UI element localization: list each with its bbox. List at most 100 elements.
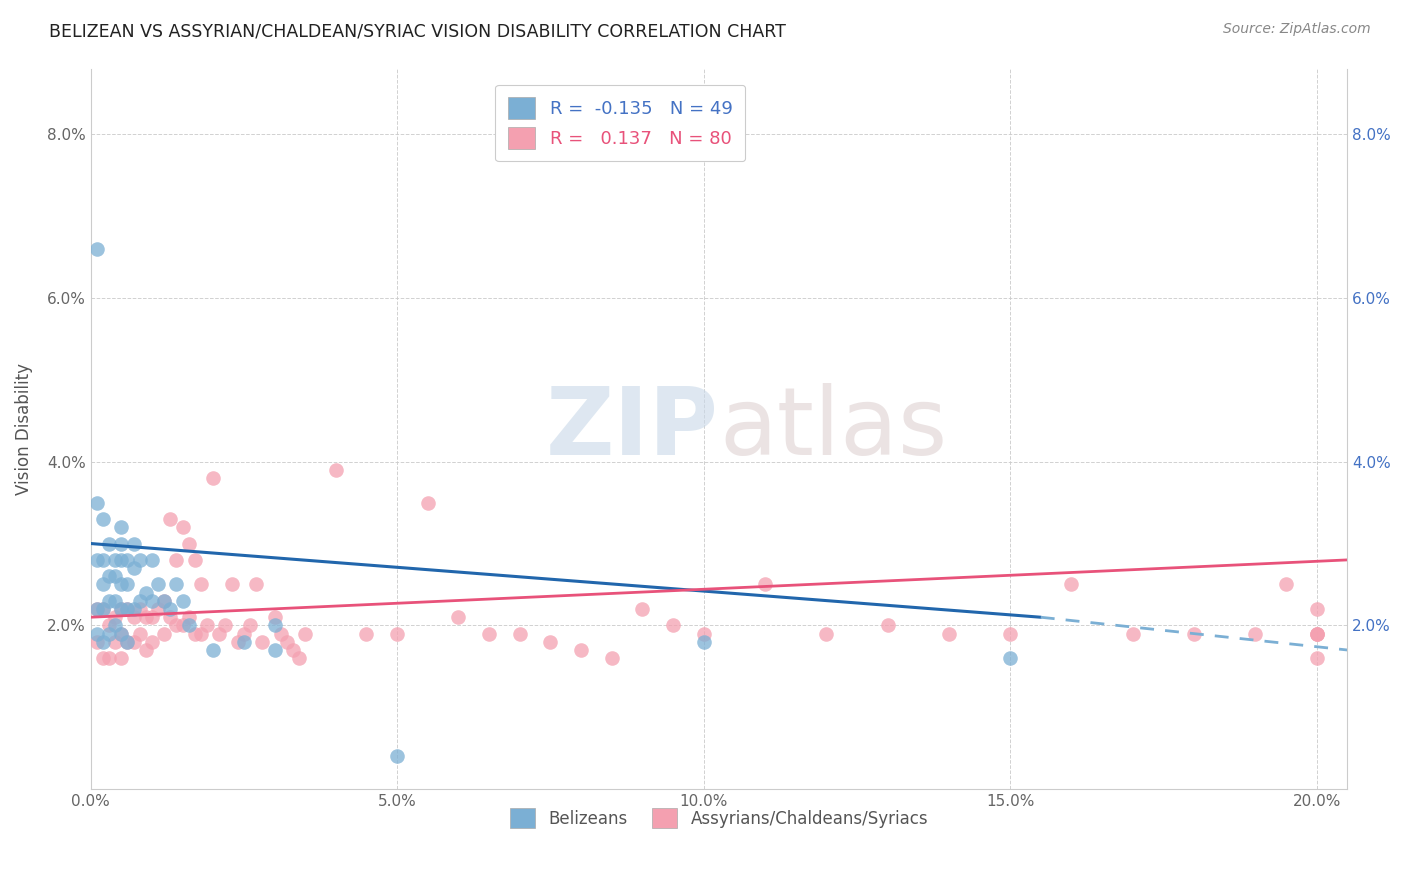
Point — [1275, 577, 1298, 591]
Point — [146, 602, 169, 616]
Point — [270, 626, 292, 640]
Point — [98, 626, 121, 640]
Point — [141, 610, 163, 624]
Point — [232, 635, 254, 649]
Point — [117, 553, 139, 567]
Point — [538, 635, 561, 649]
Point — [117, 635, 139, 649]
Point — [1305, 651, 1327, 665]
Point — [447, 610, 470, 624]
Point — [252, 635, 274, 649]
Point — [263, 643, 285, 657]
Point — [135, 643, 157, 657]
Point — [104, 610, 127, 624]
Point — [91, 602, 114, 616]
Point — [172, 520, 194, 534]
Point — [165, 553, 187, 567]
Point — [159, 512, 181, 526]
Point — [998, 651, 1021, 665]
Point — [177, 536, 200, 550]
Point — [1244, 626, 1267, 640]
Point — [98, 536, 121, 550]
Point — [232, 626, 254, 640]
Point — [1182, 626, 1205, 640]
Point — [128, 602, 150, 616]
Point — [110, 602, 132, 616]
Point — [153, 594, 176, 608]
Point — [998, 626, 1021, 640]
Point — [288, 651, 311, 665]
Point — [91, 602, 114, 616]
Point — [104, 569, 127, 583]
Point — [135, 610, 157, 624]
Point — [110, 520, 132, 534]
Point — [202, 643, 225, 657]
Point — [117, 602, 139, 616]
Point — [122, 610, 145, 624]
Point — [263, 610, 285, 624]
Y-axis label: Vision Disability: Vision Disability — [15, 363, 32, 495]
Text: atlas: atlas — [718, 383, 948, 475]
Text: BELIZEAN VS ASSYRIAN/CHALDEAN/SYRIAC VISION DISABILITY CORRELATION CHART: BELIZEAN VS ASSYRIAN/CHALDEAN/SYRIAC VIS… — [49, 22, 786, 40]
Point — [692, 635, 714, 649]
Point — [172, 594, 194, 608]
Point — [117, 577, 139, 591]
Point — [110, 626, 132, 640]
Point — [104, 618, 127, 632]
Point — [110, 553, 132, 567]
Point — [509, 626, 531, 640]
Point — [214, 618, 236, 632]
Point — [128, 553, 150, 567]
Point — [184, 626, 207, 640]
Point — [117, 602, 139, 616]
Point — [177, 610, 200, 624]
Point — [146, 577, 169, 591]
Point — [122, 536, 145, 550]
Point — [662, 618, 685, 632]
Point — [245, 577, 267, 591]
Text: ZIP: ZIP — [546, 383, 718, 475]
Point — [195, 618, 218, 632]
Point — [226, 635, 249, 649]
Point — [600, 651, 623, 665]
Point — [190, 626, 212, 640]
Point — [128, 626, 150, 640]
Point — [1305, 626, 1327, 640]
Point — [110, 536, 132, 550]
Point — [385, 749, 408, 764]
Point — [110, 651, 132, 665]
Point — [141, 553, 163, 567]
Point — [141, 635, 163, 649]
Point — [135, 585, 157, 599]
Point — [86, 626, 108, 640]
Point — [692, 626, 714, 640]
Point — [159, 602, 181, 616]
Point — [165, 618, 187, 632]
Point — [416, 495, 439, 509]
Point — [938, 626, 960, 640]
Point — [221, 577, 243, 591]
Point — [172, 618, 194, 632]
Point — [86, 602, 108, 616]
Point — [1305, 626, 1327, 640]
Point — [98, 569, 121, 583]
Point — [122, 561, 145, 575]
Point — [104, 553, 127, 567]
Legend: Belizeans, Assyrians/Chaldeans/Syriacs: Belizeans, Assyrians/Chaldeans/Syriacs — [503, 801, 935, 835]
Point — [239, 618, 262, 632]
Point — [754, 577, 776, 591]
Point — [165, 577, 187, 591]
Point — [294, 626, 316, 640]
Point — [91, 651, 114, 665]
Point — [86, 242, 108, 256]
Point — [104, 635, 127, 649]
Point — [569, 643, 592, 657]
Point — [91, 512, 114, 526]
Point — [631, 602, 654, 616]
Point — [184, 553, 207, 567]
Point — [141, 594, 163, 608]
Point — [177, 618, 200, 632]
Point — [98, 651, 121, 665]
Point — [110, 577, 132, 591]
Point — [86, 602, 108, 616]
